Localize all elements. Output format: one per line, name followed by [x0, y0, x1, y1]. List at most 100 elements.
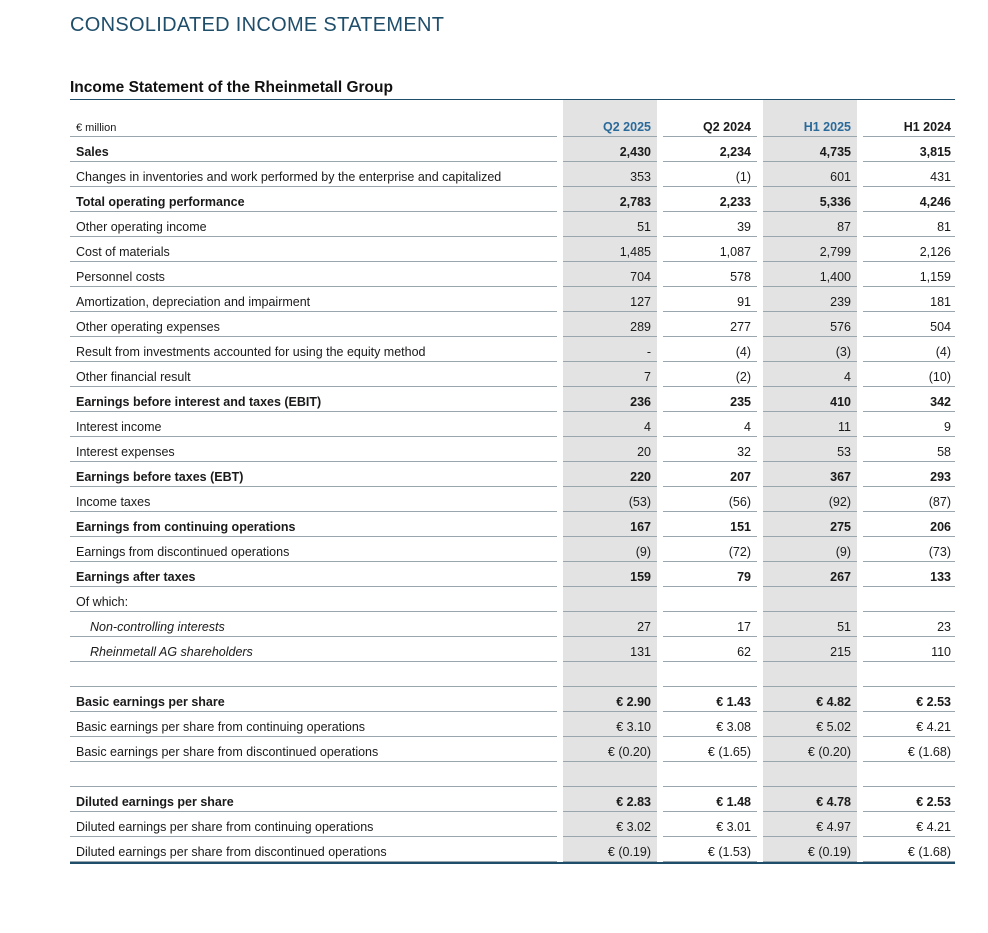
- row-value-1: (56): [728, 495, 751, 509]
- table-row: Basic earnings per share from discontinu…: [70, 737, 955, 762]
- row-value-3: 431: [930, 170, 951, 184]
- row-label: Other financial result: [76, 370, 191, 384]
- row-value-2: 4,735: [819, 145, 851, 159]
- row-value-2: 267: [830, 570, 851, 584]
- row-value-2: € (0.20): [807, 745, 851, 759]
- row-label: Rheinmetall AG shareholders: [90, 645, 253, 659]
- row-value-0: € (0.19): [607, 845, 651, 859]
- row-value-3: € 2.53: [916, 795, 951, 809]
- row-value-1: 207: [730, 470, 751, 484]
- row-value-2: € (0.19): [807, 845, 851, 859]
- row-value-2: 601: [830, 170, 851, 184]
- table-row: Other operating expenses 289 277 576 504: [70, 312, 955, 337]
- column-header-q2-2024: Q2 2024: [703, 120, 751, 134]
- row-value-2: (9): [835, 545, 851, 559]
- row-value-0: 236: [630, 395, 651, 409]
- row-value-3: 23: [937, 620, 951, 634]
- row-value-3: (87): [928, 495, 951, 509]
- row-value-3: 504: [930, 320, 951, 334]
- unit-label: € million: [76, 122, 117, 134]
- row-value-1: 578: [730, 270, 751, 284]
- row-value-3: 3,815: [919, 145, 951, 159]
- row-label: Diluted earnings per share from continui…: [76, 820, 374, 834]
- row-value-3: (73): [928, 545, 951, 559]
- row-value-1: 235: [730, 395, 751, 409]
- table-row: Interest expenses 20 32 53 58: [70, 437, 955, 462]
- row-value-3: 1,159: [919, 270, 951, 284]
- row-value-3: 181: [930, 295, 951, 309]
- row-value-0: € 3.10: [616, 720, 651, 734]
- row-label: Cost of materials: [76, 245, 170, 259]
- row-value-2: 239: [830, 295, 851, 309]
- column-header-h1-2025: H1 2025: [803, 120, 851, 134]
- row-label: Total operating performance: [76, 195, 245, 209]
- row-value-1: 79: [737, 570, 751, 584]
- row-value-3: € (1.68): [907, 745, 951, 759]
- row-value-0: 131: [630, 645, 651, 659]
- table-row: Personnel costs 704 578 1,400 1,159: [70, 262, 955, 287]
- row-value-3: € 2.53: [916, 695, 951, 709]
- row-value-1: € 3.08: [716, 720, 751, 734]
- table-row: Basic earnings per share € 2.90 € 1.43 € 4.…: [70, 687, 955, 712]
- row-value-2: (92): [828, 495, 851, 509]
- h1-2025-column-shade: [763, 100, 857, 862]
- table-row: Rheinmetall AG shareholders 131 62 215 110: [70, 637, 955, 662]
- row-value-3: 9: [944, 420, 951, 434]
- table-row: Other operating income 51 39 87 81: [70, 212, 955, 237]
- row-value-2: (3): [835, 345, 851, 359]
- row-value-2: 410: [830, 395, 851, 409]
- table-row: Interest income 4 4 11 9: [70, 412, 955, 437]
- row-value-2: 53: [837, 445, 851, 459]
- table-row: Sales 2,430 2,234 4,735 3,815: [70, 137, 955, 162]
- row-value-0: € 3.02: [616, 820, 651, 834]
- row-value-1: 151: [730, 520, 751, 534]
- row-value-2: € 4.97: [816, 820, 851, 834]
- column-header-q2-2025: Q2 2025: [603, 120, 651, 134]
- row-value-2: € 4.78: [816, 795, 851, 809]
- table-body: € million Q2 2025 Q2 2024 H1 2025 H1 202…: [70, 100, 955, 862]
- table-row: Basic earnings per share from continuing…: [70, 712, 955, 737]
- row-label: Earnings from continuing operations: [76, 520, 296, 534]
- row-label: Basic earnings per share from discontinu…: [76, 745, 379, 759]
- table-row: Earnings from continuing operations 167 15…: [70, 512, 955, 537]
- row-value-1: 39: [737, 220, 751, 234]
- table-row: Diluted earnings per share from disconti…: [70, 837, 955, 862]
- row-value-1: 2,234: [719, 145, 751, 159]
- table-row: Diluted earnings per share € 2.83 € 1.48 € …: [70, 787, 955, 812]
- row-label: Earnings from discontinued operations: [76, 545, 290, 559]
- row-value-0: 7: [644, 370, 651, 384]
- row-value-3: 133: [930, 570, 951, 584]
- row-value-0: € 2.83: [616, 795, 651, 809]
- table-row: Income taxes (53) (56) (92) (87): [70, 487, 955, 512]
- row-label: Personnel costs: [76, 270, 165, 284]
- row-value-1: 277: [730, 320, 751, 334]
- row-value-1: (4): [735, 345, 751, 359]
- spacer-row: [70, 762, 955, 787]
- row-value-3: 81: [937, 220, 951, 234]
- row-label: Interest expenses: [76, 445, 175, 459]
- row-value-1: € (1.53): [707, 845, 751, 859]
- row-label: Of which:: [76, 595, 129, 609]
- column-header-h1-2024: H1 2024: [903, 120, 951, 134]
- row-value-1: 62: [737, 645, 751, 659]
- row-value-2: 5,336: [819, 195, 851, 209]
- table-row: Result from investments accounted for us…: [70, 337, 955, 362]
- row-label: Basic earnings per share: [76, 695, 225, 709]
- row-value-2: 275: [830, 520, 851, 534]
- row-label: Other operating income: [76, 220, 207, 234]
- row-value-3: 4,246: [919, 195, 951, 209]
- row-value-3: 206: [930, 520, 951, 534]
- row-value-2: 367: [830, 470, 851, 484]
- row-value-3: 342: [930, 395, 951, 409]
- row-value-0: (9): [635, 545, 651, 559]
- row-value-0: 289: [630, 320, 651, 334]
- table-row: Diluted earnings per share from continui…: [70, 812, 955, 837]
- row-value-0: (53): [628, 495, 651, 509]
- row-label: Earnings before interest and taxes (EBIT…: [76, 395, 322, 409]
- row-value-1: € 1.48: [716, 795, 751, 809]
- spacer-row: [70, 662, 955, 687]
- row-value-0: 4: [644, 420, 651, 434]
- row-label: Diluted earnings per share: [76, 795, 234, 809]
- table-row: Total operating performance 2,783 2,233 5,3…: [70, 187, 955, 212]
- row-label: Other operating expenses: [76, 320, 220, 334]
